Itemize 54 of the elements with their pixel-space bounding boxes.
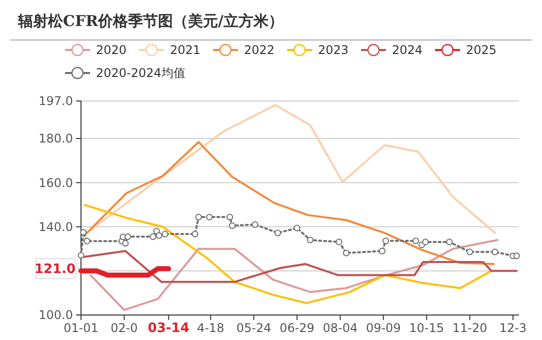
point (492, 248, 498, 256)
point (124, 233, 132, 240)
point (513, 252, 520, 260)
point (466, 248, 474, 256)
point (195, 214, 202, 220)
point (342, 250, 350, 256)
y-tick-label: 180.0 (38, 132, 73, 146)
text: 121.0 (34, 262, 76, 278)
x-tick-label: 09-09 (366, 321, 401, 335)
y-tick-label: 197.0 (38, 94, 73, 108)
point (206, 214, 213, 220)
legend-label: 2020 (96, 43, 127, 58)
legend-label: 2020-2024均值 (96, 66, 186, 80)
point (422, 238, 429, 246)
point (412, 238, 420, 244)
point (84, 238, 90, 244)
point (446, 238, 453, 246)
point (378, 248, 386, 254)
chart-title: 辐射松CFR价格季节图（美元/立方米） (17, 12, 284, 30)
point (226, 214, 234, 220)
point (156, 232, 162, 239)
x-tick-label: 03-14 (148, 321, 190, 336)
point (228, 222, 236, 229)
x-tick-label: 06-29 (280, 321, 314, 335)
point (122, 240, 129, 247)
x-tick-label: 08-04 (322, 321, 358, 335)
x-tick-label: 12-3 (499, 321, 527, 335)
x-tick-label: 01-01 (64, 321, 98, 335)
x-tick-label: 02-0 (110, 321, 138, 335)
point (382, 238, 390, 244)
point (78, 252, 84, 259)
point (306, 236, 314, 244)
point (252, 221, 258, 228)
y-tick-label: 160.0 (38, 176, 73, 190)
point (274, 230, 282, 236)
legend-label: 2023 (318, 43, 349, 58)
point (294, 224, 300, 232)
point (336, 238, 342, 246)
legend-label: 2022 (244, 43, 275, 58)
point (192, 230, 198, 238)
line-series (90, 238, 498, 311)
x-tick-label: 10-15 (409, 321, 444, 335)
legend-label: 2024 (392, 43, 423, 58)
legend-label: 2021 (170, 43, 201, 58)
y-tick-label: 140.0 (38, 220, 73, 234)
line-series (84, 204, 492, 304)
x-tick-label: 05-24 (236, 321, 272, 335)
legend-label: 2025 (466, 43, 497, 58)
y-tick-label: 100.0 (38, 308, 73, 322)
point (162, 230, 168, 238)
point (80, 228, 87, 236)
point (150, 233, 156, 240)
x-tick-label: 11-20 (452, 321, 488, 335)
x-tick-label: 4-18 (196, 321, 224, 335)
